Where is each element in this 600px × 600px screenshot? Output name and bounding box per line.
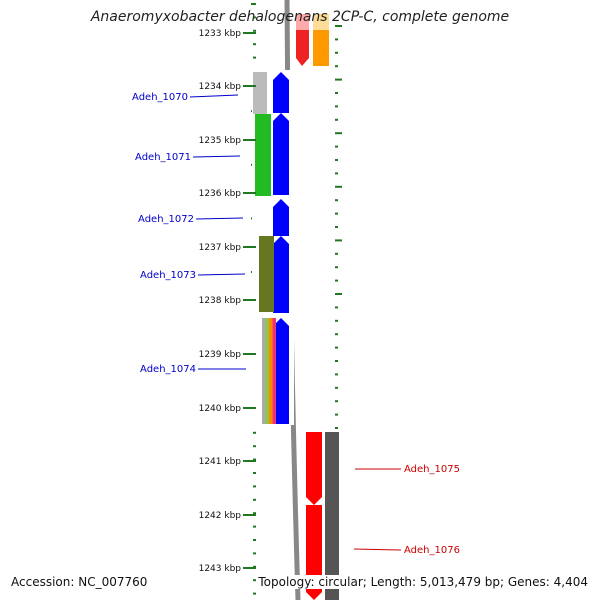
- outer-feature: [259, 236, 274, 312]
- kbp-tick-label: 1234 kbp: [199, 82, 242, 92]
- forward-cds-arrow: [273, 199, 289, 236]
- forward-cds-arrow: [273, 318, 289, 424]
- forward-cds-arrow: [273, 113, 289, 195]
- gene-callouts: Adeh_1070 Adeh_1071 Adeh_1072 Adeh_1073 Adeh…: [132, 92, 460, 556]
- kbp-tick-label: 1238 kbp: [199, 296, 242, 306]
- callout-line: [189, 94, 239, 98]
- outer-feature-stripe: [269, 318, 273, 424]
- gene-label-right[interactable]: Adeh_1075: [355, 464, 460, 475]
- gene-label-left[interactable]: Adeh_1071: [135, 152, 241, 163]
- gene-name[interactable]: Adeh_1070: [132, 92, 188, 103]
- outer-feature-stripe: [253, 72, 267, 114]
- outer-feature-stripe: [255, 114, 271, 196]
- gene-label-left[interactable]: Adeh_1070: [132, 92, 239, 103]
- kbp-tick-label: 1235 kbp: [199, 136, 242, 146]
- outer-feature: [325, 432, 339, 505]
- outer-feature: [253, 72, 267, 114]
- kbp-tick: 1241 kbp: [199, 457, 256, 467]
- forward-cds-arrow: [273, 236, 289, 313]
- kbp-tick: 1235 kbp: [199, 136, 256, 146]
- kbp-tick: 1239 kbp: [199, 350, 256, 360]
- kbp-tick-label: 1237 kbp: [199, 243, 242, 253]
- callout-line: [353, 548, 402, 551]
- kbp-tick-label: 1236 kbp: [199, 189, 242, 199]
- outer-feature-stripe: [262, 318, 266, 424]
- kbp-scale-labels: 1233 kbp 1234 kbp 1235 kbp 1236 kbp 1237 kbp…: [199, 29, 256, 574]
- callout-line: [192, 155, 241, 158]
- kbp-tick: 1237 kbp: [199, 243, 256, 253]
- reverse-cds-fade: [296, 14, 309, 30]
- reverse-orange-feature-fade: [313, 14, 329, 30]
- gene-name[interactable]: Adeh_1076: [404, 545, 460, 556]
- gene-name[interactable]: Adeh_1073: [140, 270, 196, 281]
- gene-name[interactable]: Adeh_1074: [140, 364, 196, 375]
- callout-line: [197, 273, 246, 276]
- gene-name[interactable]: Adeh_1071: [135, 152, 191, 163]
- kbp-tick-label: 1243 kbp: [199, 564, 242, 574]
- kbp-tick-label: 1240 kbp: [199, 404, 242, 414]
- map-title: Anaeromyxobacter dehalogenans 2CP-C, com…: [90, 9, 510, 25]
- kbp-tick: 1238 kbp: [199, 296, 256, 306]
- kbp-tick: 1243 kbp: [199, 564, 256, 574]
- outer-feature-stripe: [259, 236, 274, 312]
- kbp-tick: 1240 kbp: [199, 404, 256, 414]
- callout-line: [195, 217, 244, 220]
- gene-name[interactable]: Adeh_1075: [404, 464, 460, 475]
- accession-label: Accession: NC_007760: [9, 575, 150, 589]
- forward-cds-arrow: [273, 72, 289, 113]
- kbp-tick-label: 1233 kbp: [199, 29, 242, 39]
- gene-label-left[interactable]: Adeh_1073: [140, 270, 246, 281]
- gene-label-right[interactable]: Adeh_1076: [353, 545, 460, 556]
- outer-feature-stripe: [325, 432, 339, 505]
- outer-feature: [262, 318, 276, 424]
- kbp-tick-label: 1239 kbp: [199, 350, 242, 360]
- kbp-tick: 1233 kbp: [199, 29, 256, 39]
- gene-label-left[interactable]: Adeh_1074: [140, 364, 246, 375]
- reverse-cds-arrow: [306, 432, 322, 505]
- genome-summary: Topology: circular; Length: 5,013,479 bp…: [256, 575, 590, 589]
- kbp-tick: 1242 kbp: [199, 511, 256, 521]
- kbp-tick: 1236 kbp: [199, 189, 256, 199]
- gene-label-left[interactable]: Adeh_1072: [138, 214, 244, 225]
- outer-feature: [255, 114, 271, 196]
- outer-feature-stripe: [265, 318, 269, 424]
- kbp-tick-label: 1241 kbp: [199, 457, 242, 467]
- outer-feature-stripe: [272, 318, 276, 424]
- gene-name[interactable]: Adeh_1072: [138, 214, 194, 225]
- kbp-tick-label: 1242 kbp: [199, 511, 242, 521]
- kbp-tick: 1234 kbp: [199, 82, 256, 92]
